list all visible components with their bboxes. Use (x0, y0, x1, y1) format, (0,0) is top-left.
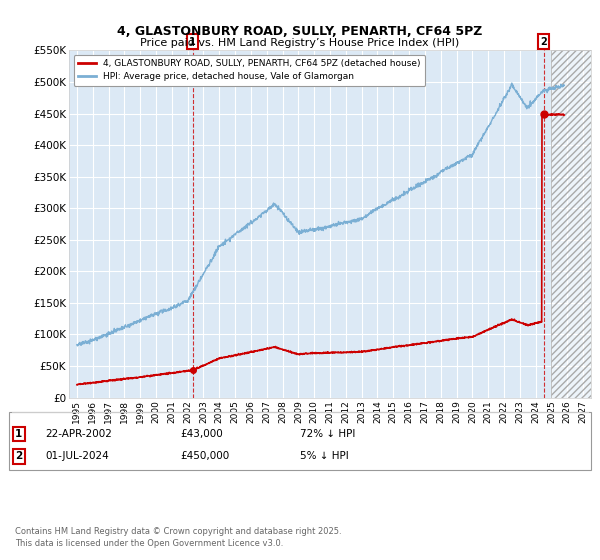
Text: 1: 1 (189, 37, 196, 47)
Bar (551, 50, 591, 398)
Text: 2: 2 (540, 37, 547, 47)
Text: 1: 1 (15, 429, 22, 439)
Text: 5% ↓ HPI: 5% ↓ HPI (300, 451, 349, 461)
Text: 4, GLASTONBURY ROAD, SULLY, PENARTH, CF64 5PZ: 4, GLASTONBURY ROAD, SULLY, PENARTH, CF6… (118, 25, 482, 38)
Text: 01-JUL-2024: 01-JUL-2024 (45, 451, 109, 461)
Bar (551, 50, 591, 398)
Text: £450,000: £450,000 (180, 451, 229, 461)
Text: Price paid vs. HM Land Registry’s House Price Index (HPI): Price paid vs. HM Land Registry’s House … (140, 38, 460, 48)
Text: 72% ↓ HPI: 72% ↓ HPI (300, 429, 355, 439)
Text: 2: 2 (15, 451, 22, 461)
Text: £43,000: £43,000 (180, 429, 223, 439)
Text: Contains HM Land Registry data © Crown copyright and database right 2025.
This d: Contains HM Land Registry data © Crown c… (15, 527, 341, 548)
Legend: 4, GLASTONBURY ROAD, SULLY, PENARTH, CF64 5PZ (detached house), HPI: Average pri: 4, GLASTONBURY ROAD, SULLY, PENARTH, CF6… (74, 55, 425, 86)
Text: 22-APR-2002: 22-APR-2002 (45, 429, 112, 439)
